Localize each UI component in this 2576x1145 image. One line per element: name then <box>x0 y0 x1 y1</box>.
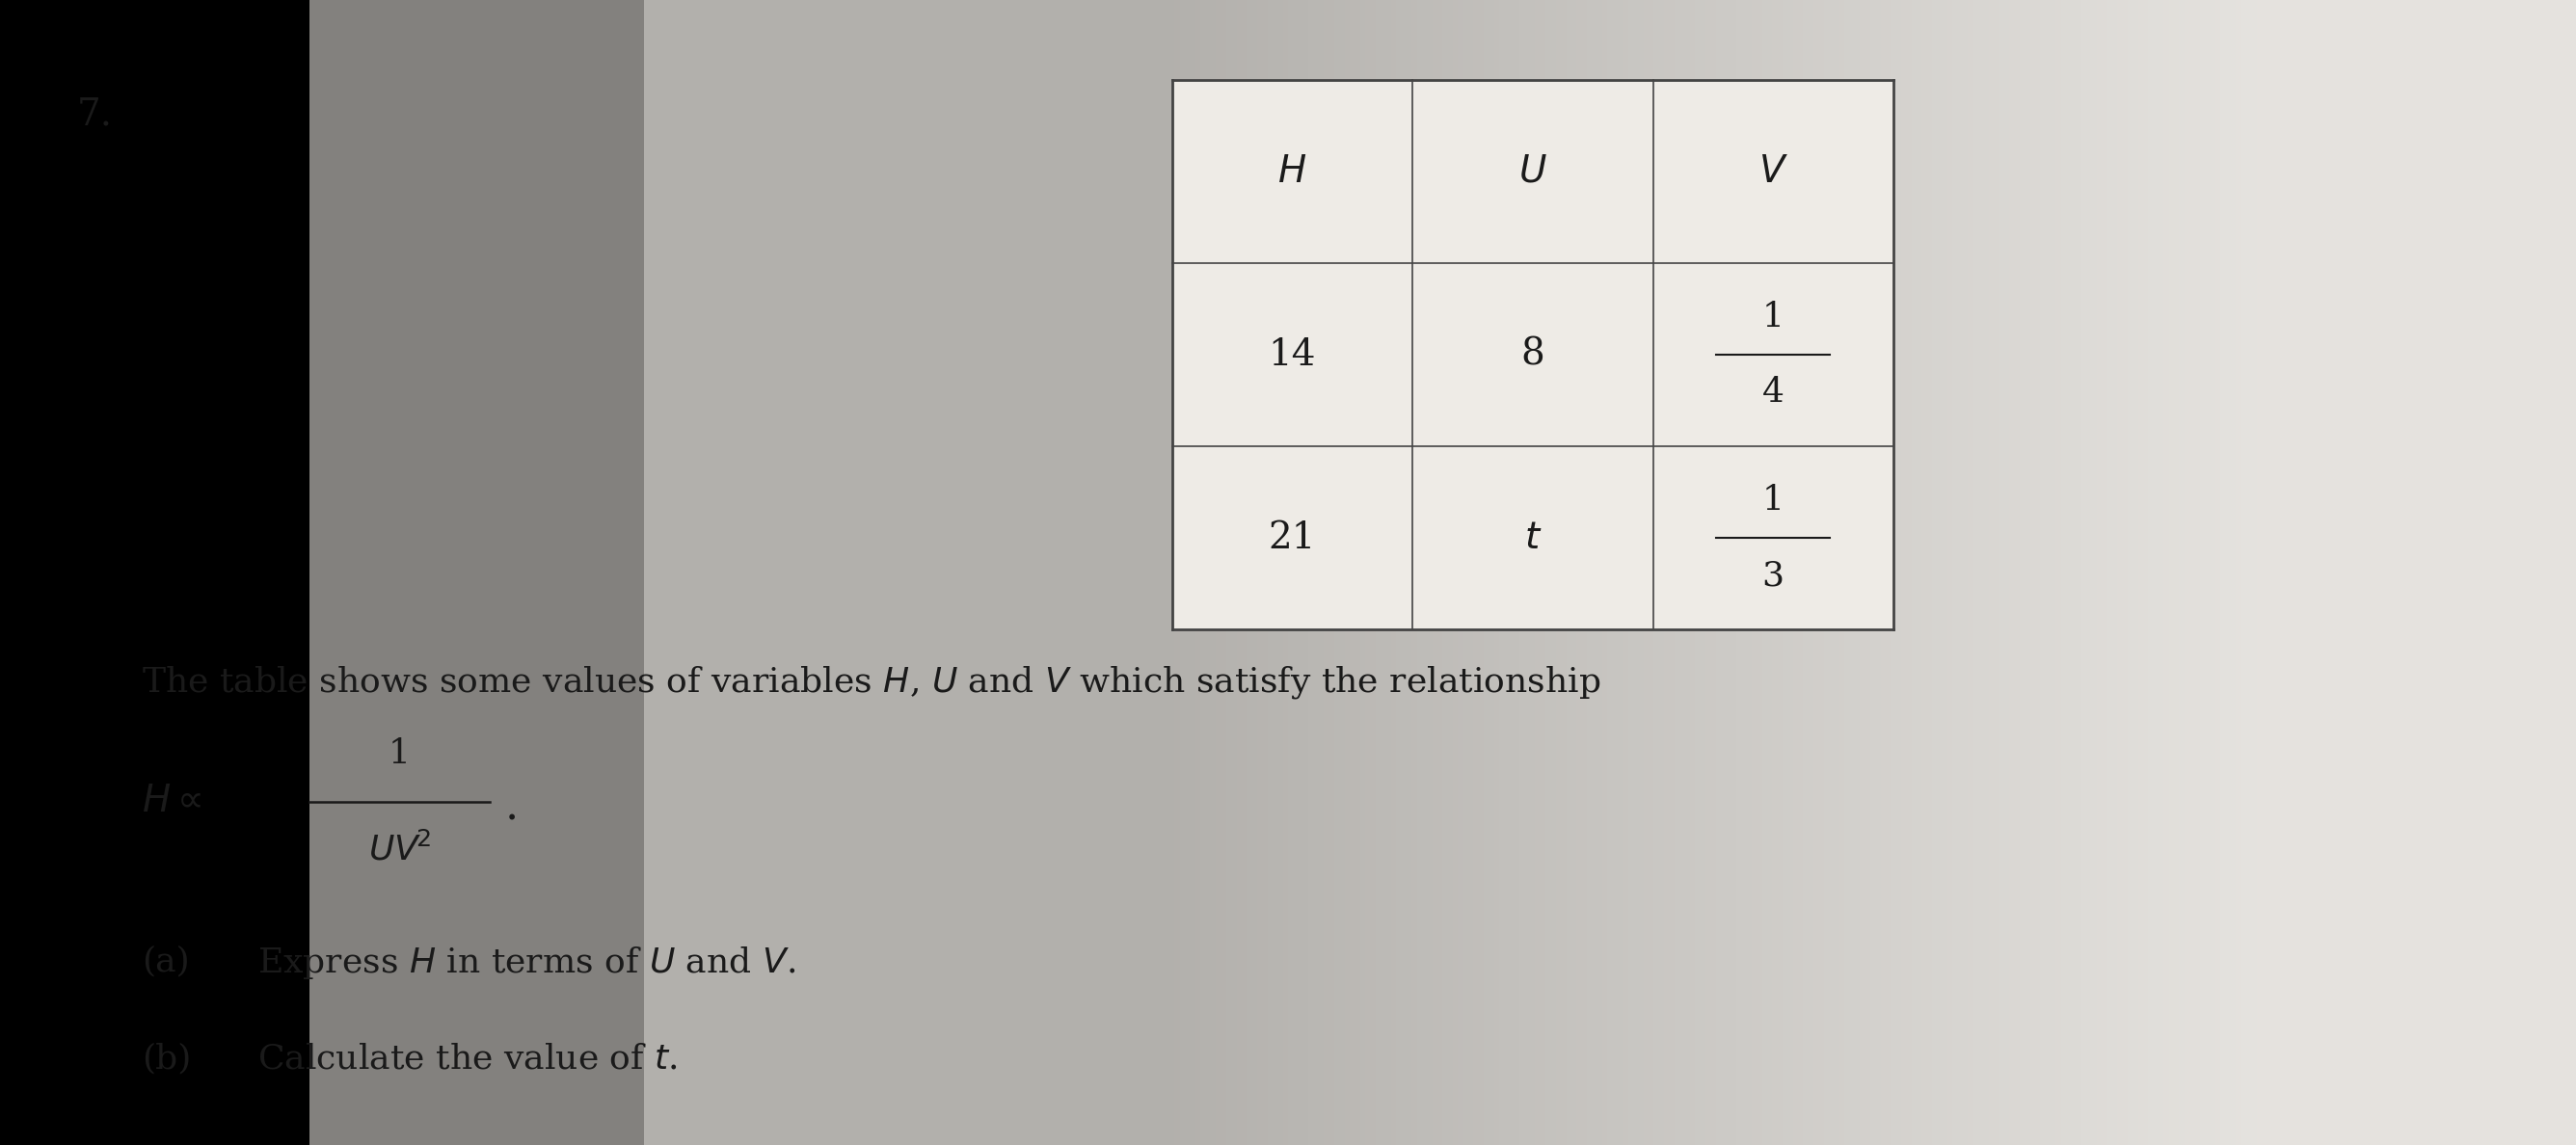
Text: $\mathit{H}$: $\mathit{H}$ <box>1278 153 1306 190</box>
Text: 7.: 7. <box>77 96 113 133</box>
Text: 14: 14 <box>1267 337 1316 373</box>
Text: 1: 1 <box>1762 301 1785 333</box>
Bar <box>309 0 2576 1145</box>
Bar <box>644 0 2576 1145</box>
Text: Express $H$ in terms of $U$ and $V$.: Express $H$ in terms of $U$ and $V$. <box>258 945 796 981</box>
Text: .: . <box>505 787 518 828</box>
Text: $\mathit{t}$: $\mathit{t}$ <box>1525 520 1540 556</box>
Text: (a): (a) <box>142 945 191 978</box>
Text: (b): (b) <box>142 1042 191 1075</box>
Text: The table shows some values of variables $H$, $U$ and $V$ which satisfy the rela: The table shows some values of variables… <box>142 664 1600 701</box>
FancyBboxPatch shape <box>1172 80 1893 630</box>
Text: 21: 21 <box>1267 520 1316 556</box>
Text: $\mathit{U}$: $\mathit{U}$ <box>1517 153 1548 190</box>
Text: $\mathit{V}$: $\mathit{V}$ <box>1759 153 1788 190</box>
Text: 1: 1 <box>389 737 410 769</box>
Text: $UV^{\!2}$: $UV^{\!2}$ <box>368 832 430 867</box>
Text: 4: 4 <box>1762 377 1785 409</box>
Text: 8: 8 <box>1520 337 1546 373</box>
Text: $H \propto$: $H \propto$ <box>142 783 201 820</box>
Text: 3: 3 <box>1762 560 1785 592</box>
Text: 1: 1 <box>1762 484 1785 516</box>
Text: Calculate the value of $t$.: Calculate the value of $t$. <box>258 1042 677 1075</box>
